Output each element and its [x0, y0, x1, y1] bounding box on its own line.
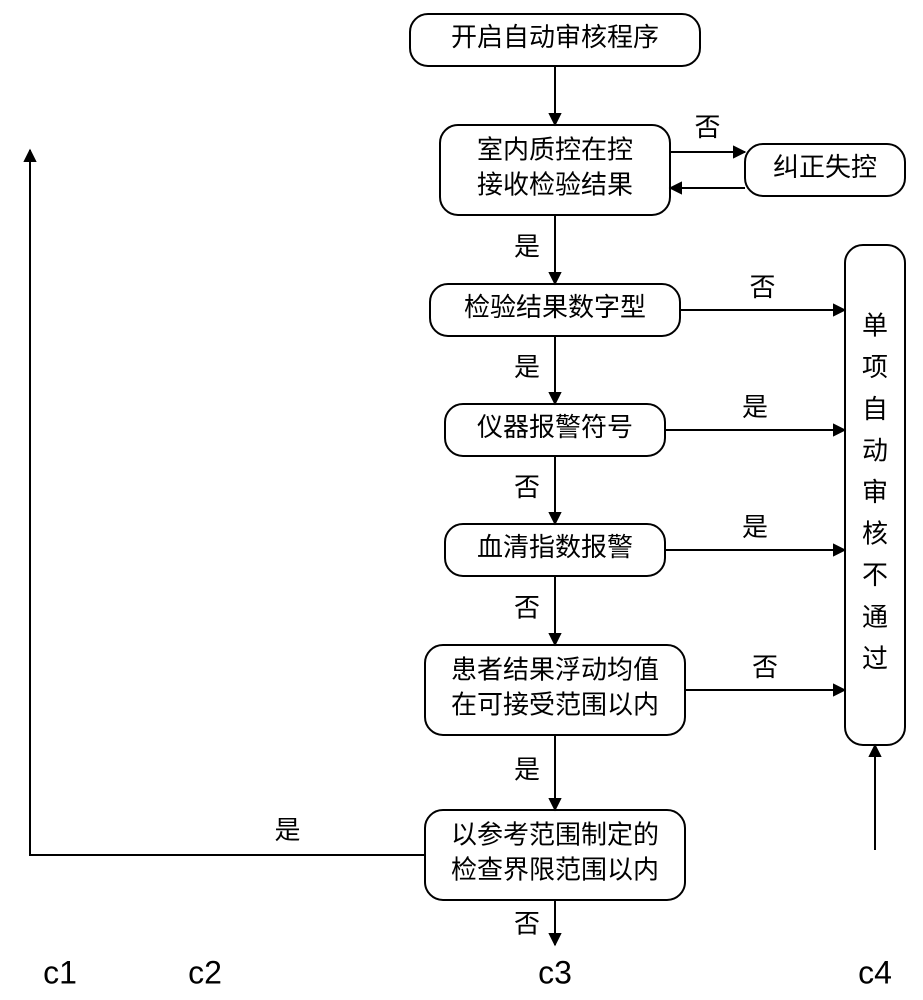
edge-label: 否 — [749, 273, 775, 302]
n_start: 开启自动审核程序 — [410, 14, 700, 66]
corner-label: c1 — [43, 954, 77, 990]
n_corr-text: 纠正失控 — [773, 153, 877, 182]
edge-label: 是 — [274, 816, 300, 845]
n_qc-text: 接收检验结果 — [477, 171, 633, 200]
edge-label: 否 — [514, 593, 540, 622]
n_fail-text: 项 — [862, 353, 888, 382]
n_fail-text: 审 — [862, 478, 888, 507]
edge-label: 是 — [742, 393, 768, 422]
n_numeric: 检验结果数字型 — [430, 284, 680, 336]
n_serum: 血清指数报警 — [445, 524, 665, 576]
flowchart-canvas: 开启自动审核程序室内质控在控接收检验结果纠正失控检验结果数字型仪器报警符号血清指… — [0, 0, 923, 1000]
corner-label: c3 — [538, 954, 572, 990]
edge-label: 是 — [514, 755, 540, 784]
n_numeric-text: 检验结果数字型 — [464, 293, 646, 322]
edge-label: 是 — [514, 232, 540, 261]
n_fail-text: 过 — [862, 644, 888, 673]
n_alarm: 仪器报警符号 — [445, 404, 665, 456]
n_alarm-text: 仪器报警符号 — [477, 413, 633, 442]
edge-label: 否 — [694, 113, 720, 142]
n_mean: 患者结果浮动均值在可接受范围以内 — [425, 645, 685, 735]
n_qc: 室内质控在控接收检验结果 — [440, 125, 670, 215]
edge-label: 是 — [514, 353, 540, 382]
n_fail-text: 核 — [862, 520, 888, 549]
edge-label: 否 — [514, 909, 540, 938]
n_fail: 单项自动审核不通过 — [845, 245, 905, 745]
n_corr: 纠正失控 — [745, 144, 905, 196]
n_mean-text: 在可接受范围以内 — [451, 691, 659, 720]
n_fail-text: 动 — [862, 436, 888, 465]
edge-label: 是 — [742, 513, 768, 542]
n_fail-text: 通 — [862, 603, 888, 632]
n_fail-text: 自 — [862, 395, 888, 424]
n_qc-text: 室内质控在控 — [477, 135, 633, 164]
corner-label: c2 — [188, 954, 222, 990]
edge-label: 否 — [752, 653, 778, 682]
n_fail-text: 不 — [862, 561, 888, 590]
n_fail-text: 单 — [862, 312, 888, 341]
n_ref: 以参考范围制定的检查界限范围以内 — [425, 810, 685, 900]
n_ref-text: 以参考范围制定的 — [451, 820, 659, 849]
n_serum-text: 血清指数报警 — [477, 533, 633, 562]
n_start-text: 开启自动审核程序 — [451, 23, 659, 52]
n_mean-text: 患者结果浮动均值 — [451, 655, 659, 684]
corner-label: c4 — [858, 954, 892, 990]
edge — [30, 150, 425, 855]
edge-label: 否 — [514, 473, 540, 502]
n_ref-text: 检查界限范围以内 — [451, 856, 659, 885]
